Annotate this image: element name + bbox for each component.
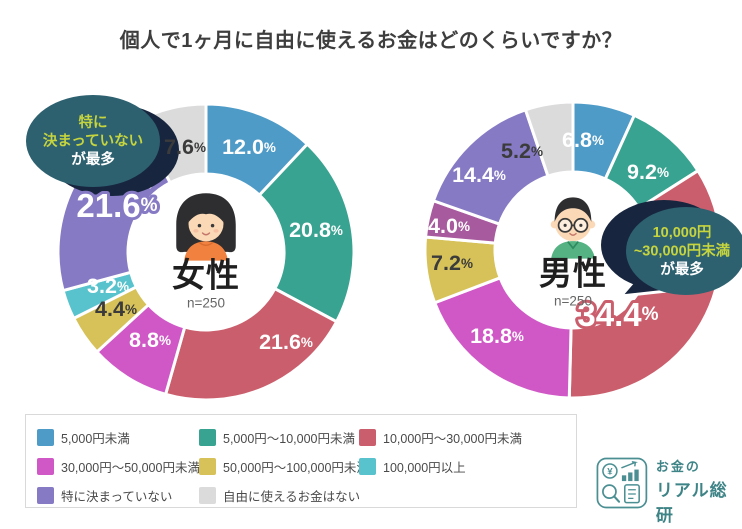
legend-swatch	[359, 457, 376, 475]
legend-swatch	[199, 428, 216, 446]
donut-slice	[164, 287, 339, 402]
svg-text:¥: ¥	[607, 467, 613, 478]
callout-text-line: が最多	[71, 150, 115, 168]
legend-swatch	[199, 486, 216, 504]
callout-text-line: 決まっていない	[43, 132, 143, 150]
legend-item: 30,000円～50,000円未満	[37, 457, 200, 475]
legend-item: 50,000円～100,000円未満	[199, 457, 369, 475]
logo-text-line1: お金の	[655, 459, 701, 474]
slice-percent-label: 4.4%	[95, 297, 137, 321]
slice-percent-label: 6.8%	[562, 128, 604, 152]
legend-item: 100,000円以上	[359, 457, 568, 475]
slice-percent-label: 8.8%	[129, 328, 171, 352]
slice-percent-label: 3.2%	[87, 274, 129, 298]
legend-label: 特に決まっていない	[61, 489, 173, 504]
legend-label: 50,000円～100,000円未満	[223, 460, 369, 475]
donut-slice	[257, 142, 356, 324]
slice-percent-label: 5.2%	[501, 139, 543, 163]
legend-item: 5,000円～10,000円未満	[199, 428, 359, 446]
money-research-icon: ¥	[596, 457, 648, 509]
slice-percent-label: 18.8%	[470, 324, 524, 348]
callout-bubble	[626, 207, 742, 295]
brand-logo: ¥ お金の リアル総研 by マネーキャリア	[596, 456, 742, 529]
legend-item: 特に決まっていない	[37, 486, 199, 504]
slice-percent-label: 7.2%	[431, 251, 473, 275]
callout-text-line: 10,000円	[653, 224, 712, 241]
legend-swatch	[359, 428, 376, 446]
slice-percent-label: 20.8%	[289, 218, 343, 242]
callout-text-line: が最多	[660, 260, 704, 278]
legend-label: 5,000円未満	[61, 431, 130, 446]
slice-percent-label: 7.6%	[164, 135, 206, 159]
legend-swatch	[37, 428, 54, 446]
legend-label: 10,000円～30,000円未満	[383, 431, 522, 446]
donut-slice	[433, 276, 573, 400]
slice-percent-label: 21.6%	[76, 187, 157, 224]
legend: 5,000円未満 5,000円～10,000円未満 10,000円～30,000円未…	[25, 414, 577, 508]
slice-percent-label: 21.6%	[259, 330, 313, 354]
legend-label: 自由に使えるお金はない	[223, 489, 361, 504]
slice-percent-label: 4.0%	[428, 214, 470, 238]
slice-percent-label: 9.2%	[627, 160, 669, 184]
legend-item: 10,000円～30,000円未満	[359, 428, 568, 446]
legend-swatch	[37, 457, 54, 475]
logo-text-line2: リアル総研	[655, 481, 728, 525]
donut-slice	[524, 100, 575, 178]
slice-percent-label: 12.0%	[222, 135, 276, 159]
legend-item: 5,000円未満	[37, 428, 199, 446]
legend-swatch	[37, 486, 54, 504]
legend-swatch	[199, 457, 216, 475]
callout-text-line: 特に	[79, 113, 108, 131]
callout-text-line: ~30,000円未満	[634, 242, 731, 260]
slice-percent-label: 14.4%	[452, 163, 506, 187]
legend-item: 自由に使えるお金はない	[199, 486, 361, 504]
callout-bubble	[26, 95, 160, 187]
legend-label: 5,000円～10,000円未満	[223, 431, 356, 446]
slice-percent-label: 34.4%	[577, 296, 658, 333]
page-title: 個人で1ヶ月に自由に使えるお金はどのくらいですか？	[119, 30, 623, 52]
legend-label: 100,000円以上	[383, 460, 466, 475]
legend-label: 30,000円～50,000円未満	[61, 460, 200, 475]
